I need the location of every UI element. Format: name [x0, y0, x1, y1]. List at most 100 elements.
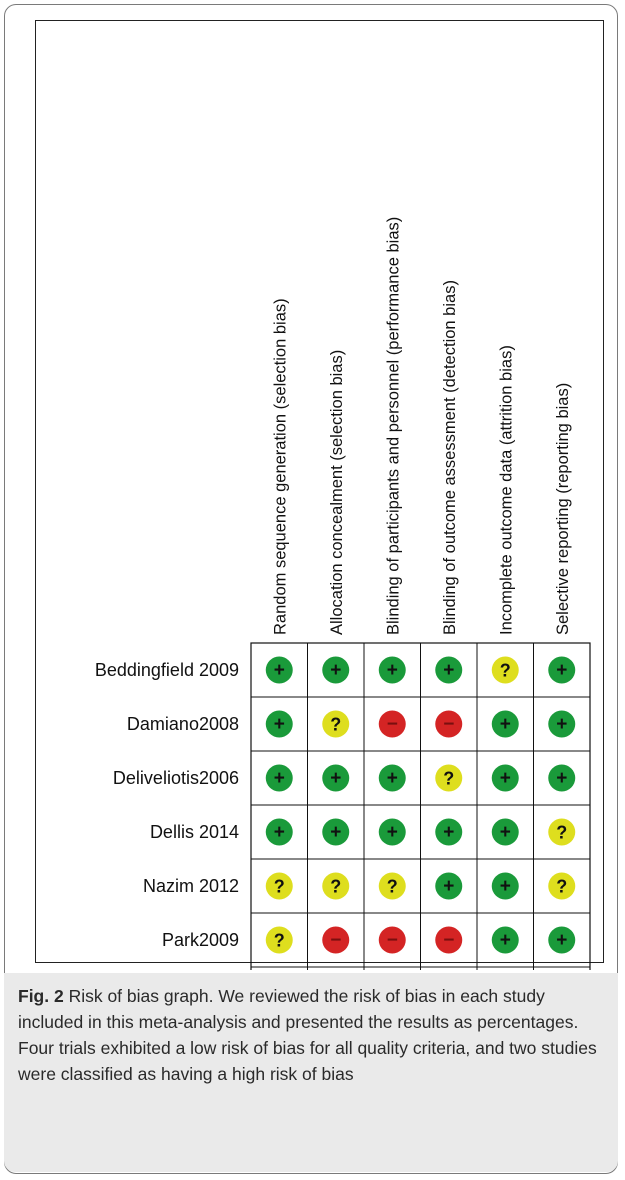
marker-circle: [435, 872, 463, 900]
marker-circle: [548, 656, 576, 684]
risk-of-bias-chart: Random sequence generation (selection bi…: [95, 217, 591, 970]
marker-circle: [378, 656, 406, 684]
marker-circle: [491, 656, 519, 684]
marker-glyph: +: [500, 822, 511, 843]
marker-glyph: +: [330, 768, 341, 789]
bias-marker-low: +: [265, 818, 293, 846]
marker-circle: [491, 710, 519, 738]
marker-glyph: +: [556, 768, 567, 789]
marker-glyph: −: [387, 714, 398, 735]
bias-marker-low: +: [491, 926, 519, 954]
marker-glyph: ?: [556, 877, 567, 897]
bias-marker-unclear: ?: [435, 764, 463, 792]
marker-glyph: ?: [274, 931, 285, 951]
figure-caption: Fig. 2 Risk of bias graph. We reviewed t…: [18, 983, 608, 1087]
bias-marker-unclear: ?: [491, 656, 519, 684]
marker-glyph: −: [443, 714, 454, 735]
bias-marker-unclear: ?: [322, 872, 350, 900]
bias-marker-low: +: [491, 710, 519, 738]
column-label: Allocation concealment (selection bias): [328, 350, 346, 635]
marker-circle: [378, 926, 406, 954]
marker-glyph: +: [500, 768, 511, 789]
bias-marker-low: +: [548, 764, 576, 792]
bias-marker-low: +: [322, 656, 350, 684]
marker-circle: [548, 764, 576, 792]
marker-circle: [322, 764, 350, 792]
marker-circle: [491, 764, 519, 792]
marker-circle: [378, 764, 406, 792]
marker-circle: [265, 656, 293, 684]
marker-glyph: +: [274, 660, 285, 681]
bias-marker-unclear: ?: [378, 872, 406, 900]
caption-background: [4, 973, 618, 1172]
marker-glyph: ?: [443, 769, 454, 789]
bias-marker-low: +: [265, 710, 293, 738]
bias-marker-unclear: ?: [548, 872, 576, 900]
marker-glyph: −: [443, 930, 454, 951]
marker-glyph: +: [274, 714, 285, 735]
marker-glyph: ?: [274, 877, 285, 897]
marker-glyph: +: [274, 822, 285, 843]
marker-circle: [435, 818, 463, 846]
marker-circle: [378, 710, 406, 738]
bias-marker-unclear: ?: [548, 818, 576, 846]
study-label: Beddingfield 2009: [95, 660, 239, 680]
bias-marker-high: −: [435, 926, 463, 954]
marker-glyph: +: [330, 660, 341, 681]
bias-marker-high: −: [378, 710, 406, 738]
marker-glyph: +: [387, 822, 398, 843]
marker-glyph: +: [500, 714, 511, 735]
bias-marker-low: +: [491, 872, 519, 900]
marker-circle: [265, 872, 293, 900]
study-label: Park2009: [162, 930, 239, 950]
bias-marker-low: +: [435, 818, 463, 846]
marker-circle: [322, 818, 350, 846]
marker-circle: [491, 872, 519, 900]
marker-glyph: +: [274, 768, 285, 789]
column-label: Incomplete outcome data (attrition bias): [497, 345, 515, 635]
marker-glyph: ?: [330, 877, 341, 897]
study-label: Dellis 2014: [150, 822, 239, 842]
bias-marker-low: +: [491, 818, 519, 846]
caption-text: Risk of bias graph. We reviewed the risk…: [18, 986, 597, 1084]
marker-glyph: ?: [500, 661, 511, 681]
marker-glyph: +: [330, 822, 341, 843]
column-label: Random sequence generation (selection bi…: [271, 298, 289, 635]
bias-marker-low: +: [265, 656, 293, 684]
bias-marker-low: +: [435, 656, 463, 684]
marker-circle: [548, 710, 576, 738]
bias-marker-unclear: ?: [322, 710, 350, 738]
bias-marker-high: −: [378, 926, 406, 954]
bias-marker-high: −: [435, 710, 463, 738]
marker-circle: [322, 872, 350, 900]
marker-circle: [322, 710, 350, 738]
bias-marker-unclear: ?: [265, 872, 293, 900]
marker-glyph: +: [556, 930, 567, 951]
bias-marker-low: +: [322, 764, 350, 792]
bias-marker-low: +: [435, 872, 463, 900]
column-label: Selective reporting (reporting bias): [554, 383, 572, 635]
marker-circle: [322, 656, 350, 684]
marker-circle: [265, 710, 293, 738]
marker-circle: [491, 926, 519, 954]
column-label: Blinding of participants and personnel (…: [384, 217, 402, 635]
bias-marker-low: +: [378, 764, 406, 792]
study-label: Damiano2008: [127, 714, 239, 734]
bias-marker-low: +: [322, 818, 350, 846]
marker-glyph: ?: [387, 877, 398, 897]
marker-glyph: ?: [330, 715, 341, 735]
study-label: Nazim 2012: [143, 876, 239, 896]
marker-glyph: +: [500, 876, 511, 897]
bias-marker-low: +: [548, 926, 576, 954]
marker-circle: [491, 818, 519, 846]
study-label: Deliveliotis2006: [113, 768, 239, 788]
marker-circle: [435, 656, 463, 684]
bias-marker-low: +: [548, 656, 576, 684]
marker-glyph: −: [330, 930, 341, 951]
bias-marker-low: +: [265, 764, 293, 792]
marker-glyph: ?: [556, 823, 567, 843]
bias-marker-high: −: [322, 926, 350, 954]
marker-glyph: +: [387, 768, 398, 789]
bias-marker-low: +: [378, 818, 406, 846]
marker-circle: [265, 818, 293, 846]
